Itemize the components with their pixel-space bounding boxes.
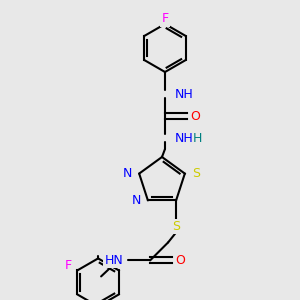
Text: N: N [131,194,141,207]
Text: O: O [175,254,185,267]
Text: NH: NH [175,131,194,145]
Text: NH: NH [175,88,194,100]
Text: F: F [65,259,72,272]
Text: S: S [172,220,180,233]
Text: HN: HN [104,254,123,267]
Text: S: S [192,167,200,180]
Text: H: H [193,131,202,145]
Text: N: N [123,167,132,180]
Text: F: F [161,13,169,26]
Text: O: O [190,110,200,122]
